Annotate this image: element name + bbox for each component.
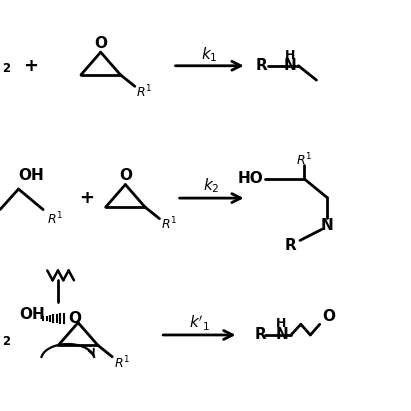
Text: $R^1$: $R^1$ <box>161 216 177 233</box>
Text: $\mathbf{+}$: $\mathbf{+}$ <box>79 189 94 207</box>
Text: R: R <box>255 58 267 73</box>
Text: N: N <box>275 328 288 342</box>
Text: $\bf{_{2}}$: $\bf{_{2}}$ <box>2 57 11 75</box>
Text: $R^1$: $R^1$ <box>114 354 131 371</box>
Text: N: N <box>320 218 333 233</box>
Text: R: R <box>284 238 296 253</box>
Text: $k_1$: $k_1$ <box>201 45 218 64</box>
Text: OH: OH <box>20 307 46 322</box>
Text: $R^1$: $R^1$ <box>47 210 64 227</box>
Text: O: O <box>94 36 107 51</box>
Text: O: O <box>119 168 132 183</box>
Text: $R^1$: $R^1$ <box>136 84 152 100</box>
Text: $\mathbf{+}$: $\mathbf{+}$ <box>23 57 38 75</box>
Text: O: O <box>68 311 81 326</box>
Text: HO: HO <box>237 171 263 186</box>
Text: $\bf{_{2}}$: $\bf{_{2}}$ <box>2 330 11 348</box>
Text: OH: OH <box>18 169 44 183</box>
Text: O: O <box>322 309 335 324</box>
Text: H: H <box>276 317 287 330</box>
Text: $k'_1$: $k'_1$ <box>189 314 210 332</box>
Text: H: H <box>284 49 295 62</box>
Text: N: N <box>283 58 296 73</box>
Text: $k_2$: $k_2$ <box>203 176 220 195</box>
Text: $R^1$: $R^1$ <box>296 152 312 169</box>
Text: R: R <box>255 328 267 342</box>
